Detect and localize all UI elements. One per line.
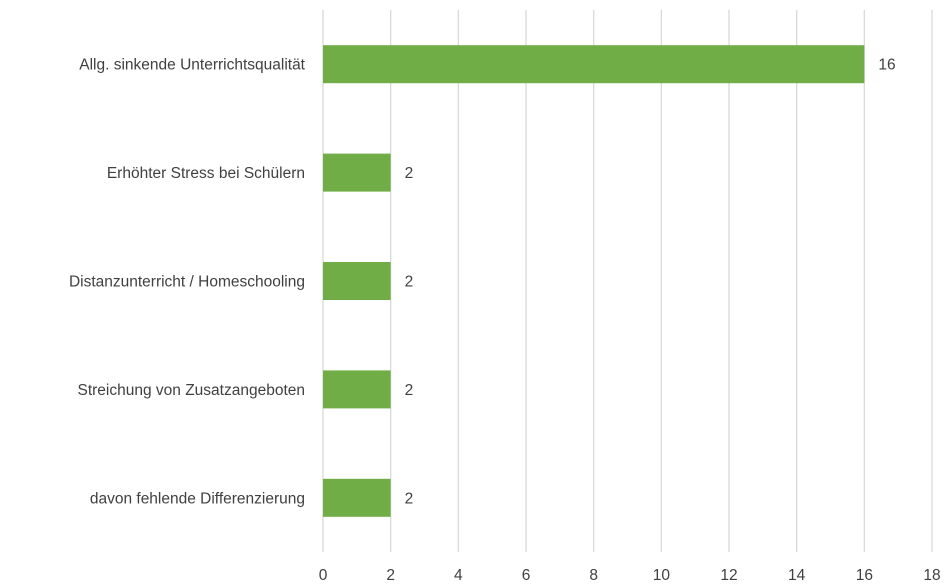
x-tick-label-14: 14 (788, 567, 806, 584)
x-tick-label-8: 8 (589, 567, 598, 584)
x-tick-label-12: 12 (720, 567, 737, 584)
x-tick-label-18: 18 (923, 567, 940, 584)
x-axis-tick-labels: 0 2 4 6 8 10 12 14 16 18 (319, 567, 941, 584)
data-label-3: 2 (405, 382, 414, 399)
x-tick-label-10: 10 (653, 567, 671, 584)
category-label-4: davon fehlende Differenzierung (90, 490, 305, 507)
x-tick-label-16: 16 (856, 567, 873, 584)
bar-1 (323, 153, 391, 192)
bar-2 (323, 262, 391, 300)
bar-0 (323, 45, 865, 84)
category-label-0: Allg. sinkende Unterrichtsqualität (79, 57, 305, 74)
x-tick-label-2: 2 (386, 567, 395, 584)
bars (323, 45, 865, 517)
category-label-1: Erhöhter Stress bei Schülern (107, 165, 305, 182)
x-tick-label-0: 0 (319, 567, 328, 584)
data-labels: 16 2 2 2 2 (405, 57, 896, 508)
data-label-0: 16 (878, 57, 895, 74)
data-label-2: 2 (405, 274, 414, 291)
category-label-2: Distanzunterricht / Homeschooling (69, 274, 305, 291)
x-tick-label-6: 6 (522, 567, 531, 584)
data-label-4: 2 (405, 490, 414, 507)
category-label-3: Streichung von Zusatzangeboten (78, 382, 306, 399)
x-tick-label-4: 4 (454, 567, 463, 584)
category-labels: Allg. sinkende Unterrichtsqualität Erhöht… (69, 57, 306, 508)
data-label-1: 2 (405, 165, 414, 182)
bar-3 (323, 370, 391, 409)
bar-4 (323, 478, 391, 517)
gridlines (322, 10, 933, 552)
